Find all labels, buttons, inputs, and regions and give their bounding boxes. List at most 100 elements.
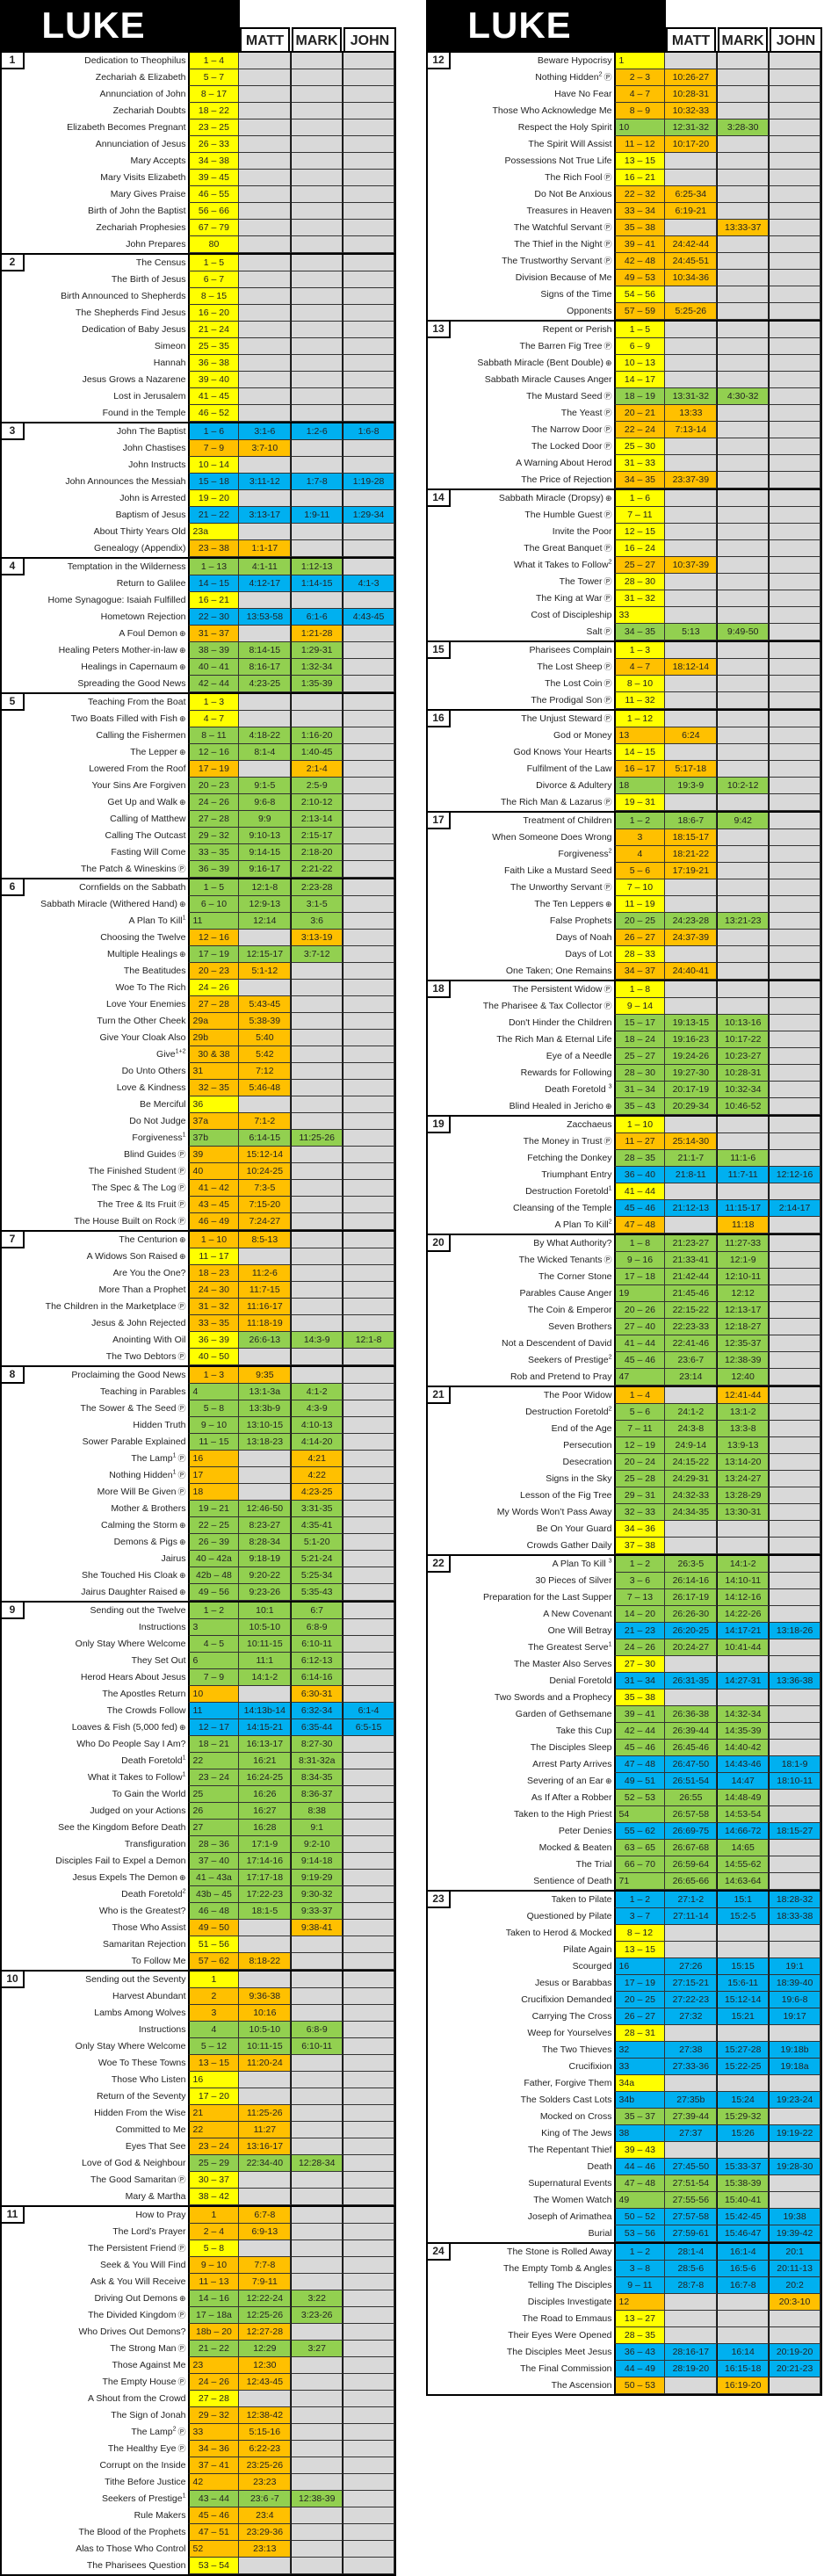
passage-row[interactable]: The Barren Fig Tree Ⓟ 6 – 9	[428, 338, 821, 355]
passage-row[interactable]: Death Foretold 3 31 – 34 20:17-19 10:32-34	[428, 1082, 821, 1098]
passage-row[interactable]: The Persistent Widow Ⓟ 1 – 8	[428, 981, 821, 998]
passage-row[interactable]: Love & Kindness 32 – 35 5:46-48	[2, 1080, 395, 1096]
passage-row[interactable]: The Lepper ⊕ 12 – 16 8:1-4 1:40-45	[2, 744, 395, 761]
passage-row[interactable]: Eyes That See 23 – 24 13:16-17	[2, 2138, 395, 2155]
passage-row[interactable]: Love Your Enemies 27 – 28 5:43-45	[2, 996, 395, 1013]
passage-row[interactable]: The Ten Leppers ⊕ 11 – 19	[428, 896, 821, 913]
passage-row[interactable]: Seek & You Will Find 9 – 10 7:7-8	[2, 2257, 395, 2274]
passage-row[interactable]: The Centurion ⊕ 1 – 10 8:5-13	[2, 1232, 395, 1248]
passage-row[interactable]: Jairus Daughter Raised ⊕ 49 – 56 9:23-26 5:3…	[2, 1584, 395, 1601]
passage-row[interactable]: John Announces the Messiah 15 – 18 3:11-12…	[2, 474, 395, 490]
passage-row[interactable]: Mary Visits Elizabeth 39 – 45	[2, 170, 395, 186]
passage-row[interactable]: Be On Your Guard 34 – 36	[428, 1521, 821, 1538]
passage-row[interactable]: God Knows Your Hearts 14 – 15	[428, 744, 821, 761]
passage-row[interactable]: The Lord’s Prayer 2 – 4 6:9-13	[2, 2224, 395, 2240]
passage-row[interactable]: The Trial 66 – 70 26:59-64 14:55-62	[428, 1856, 821, 1873]
passage-row[interactable]: King of The Jews 38 27:37 15:26 19:19-22	[428, 2125, 820, 2142]
passage-row[interactable]: The Persistent Friend Ⓟ 5 – 8	[2, 2240, 395, 2257]
passage-row[interactable]: Demons & Pigs ⊕ 26 – 39 8:28-34 5:1-20	[2, 1534, 395, 1551]
passage-row[interactable]: Give1+2 30 & 38 5:42	[2, 1046, 395, 1063]
passage-row[interactable]: Garden of Gethsemane 39 – 41 26:36-38 14:32…	[428, 1706, 821, 1723]
passage-row[interactable]: Treasures in Heaven 33 – 34 6:19-21	[428, 203, 821, 220]
passage-row[interactable]: The Two Thieves 32 27:38 15:27-28 19:18b	[428, 2042, 820, 2059]
passage-row[interactable]: Anointing With Oil 36 – 39 26:6-13 14:3-9 12…	[2, 1332, 395, 1349]
passage-row[interactable]: Pharisees Complain 1 – 3	[428, 642, 821, 659]
passage-row[interactable]: Give Your Cloak Also 29b 5:40	[2, 1030, 394, 1046]
passage-row[interactable]: Who is the Greatest? 46 – 48 18:1-5 9:33-37	[2, 1903, 395, 1920]
passage-row[interactable]: The Beatitudes 20 – 23 5:1-12	[2, 963, 395, 980]
passage-row[interactable]: Zechariah & Elizabeth 5 – 7	[2, 69, 395, 86]
passage-row[interactable]: The Tree & Its Fruit Ⓟ 43 – 45 7:15-20	[2, 1197, 395, 1213]
passage-row[interactable]: Parables Cause Anger 19 21:45-46 12:12	[428, 1285, 820, 1302]
passage-row[interactable]: Signs of the Time 54 – 56	[428, 286, 821, 303]
passage-row[interactable]: The Rich Man & Eternal Life 18 – 24 19:16-…	[428, 1031, 821, 1048]
passage-row[interactable]: Committed to Me 22 11:27	[2, 2122, 394, 2138]
passage-row[interactable]: The Watchful Servant Ⓟ 35 – 38 13:33-37	[428, 220, 821, 236]
passage-row[interactable]: Persecution 12 – 19 24:9-14 13:9-13	[428, 1437, 821, 1454]
passage-row[interactable]: The Final Commission 44 – 49 28:19-20 16:15…	[428, 2361, 821, 2377]
passage-row[interactable]: Fulfilment of the Law 16 – 17 5:17-18	[428, 761, 821, 778]
passage-row[interactable]: Lowered From the Roof 17 – 19 2:1-4	[2, 761, 395, 778]
passage-row[interactable]: The Master Also Serves 27 – 30	[428, 1656, 821, 1673]
passage-row[interactable]: The Lamp2 Ⓟ 33 5:15-16	[2, 2424, 394, 2441]
passage-row[interactable]: Nothing Hidden2 Ⓟ 2 – 3 10:26-27	[428, 69, 821, 86]
passage-row[interactable]: Crucifixion 33 27:33-36 15:22-25 19:18a	[428, 2059, 820, 2075]
passage-row[interactable]: Judged on your Actions 26 16:27 8:38	[2, 1803, 394, 1820]
passage-row[interactable]: Rule Makers 45 – 46 23:4	[2, 2507, 395, 2524]
passage-row[interactable]: A Foul Demon ⊕ 31 – 37 1:21-28	[2, 626, 395, 642]
passage-row[interactable]: Tithe Before Justice 42 23:23	[2, 2474, 394, 2491]
passage-row[interactable]: Those Against Me 23 12:30	[2, 2357, 394, 2374]
passage-row[interactable]: Lost in Jerusalem 41 – 45	[2, 388, 395, 405]
passage-row[interactable]: Those Who Assist 49 – 50 9:38-41	[2, 1920, 395, 1936]
passage-row[interactable]: The Prodigal Son Ⓟ 11 – 32	[428, 692, 821, 709]
passage-row[interactable]: Cost of Discipleship 33	[428, 607, 820, 624]
passage-row[interactable]: The Spirit Will Assist 11 – 12 10:17-20	[428, 136, 821, 153]
passage-row[interactable]: God or Money 13 6:24	[428, 727, 820, 744]
passage-row[interactable]: The Lamp1 Ⓟ 16 4:21	[2, 1451, 394, 1467]
passage-row[interactable]: Peter Denies 55 – 62 26:69-75 14:66-72 18:15…	[428, 1823, 821, 1840]
passage-row[interactable]: The Apostles Return 10 6:30-31	[2, 1686, 394, 1703]
passage-row[interactable]: The Great Banquet Ⓟ 16 – 24	[428, 540, 821, 557]
passage-row[interactable]: Supernatural Events 47 – 48 27:51-54 15:38-…	[428, 2175, 821, 2192]
passage-row[interactable]: The Narrow Door Ⓟ 22 – 24 7:13-14	[428, 422, 821, 438]
passage-row[interactable]: The Locked Door Ⓟ 25 – 30	[428, 438, 821, 455]
passage-row[interactable]: The Pharisee & Tax Collector Ⓟ 9 – 14	[428, 998, 821, 1015]
passage-row[interactable]: Jairus 40 – 42a 9:18-19 5:21-24	[2, 1551, 395, 1567]
passage-row[interactable]: Jesus Expels The Demon ⊕ 41 – 43a 17:17-18 9…	[2, 1870, 395, 1886]
passage-row[interactable]: Do Not Be Anxious 22 – 32 6:25-34	[428, 186, 821, 203]
passage-row[interactable]: The Trustworthy Servant Ⓟ 42 – 48 24:45-51	[428, 253, 821, 270]
passage-row[interactable]: Return to Galilee 14 – 15 4:12-17 1:14-15 4:…	[2, 575, 395, 592]
passage-row[interactable]: See the Kingdom Before Death 27 16:28 9:1	[2, 1820, 394, 1836]
passage-row[interactable]: The Rich Fool Ⓟ 16 – 21	[428, 170, 821, 186]
passage-row[interactable]: Possessions Not True Life 13 – 15	[428, 153, 821, 170]
passage-row[interactable]: More Will Be Given Ⓟ 18 4:23-25	[2, 1484, 394, 1501]
passage-row[interactable]: Mary Accepts 34 – 38	[2, 153, 395, 170]
passage-row[interactable]: Hannah 36 – 38	[2, 355, 395, 372]
passage-row[interactable]: Woe To The Rich 24 – 26	[2, 980, 395, 996]
passage-row[interactable]: By What Authority? 1 – 8 21:23-27 11:27-33	[428, 1235, 821, 1252]
passage-row[interactable]: Blind Healed in Jericho ⊕ 35 – 43 20:29-34 1…	[428, 1098, 821, 1115]
passage-row[interactable]: Seekers of Prestige1 43 – 44 23:6 -7 12:38-…	[2, 2491, 395, 2507]
passage-row[interactable]: The Healthy Eye Ⓟ 34 – 36 6:22-23	[2, 2441, 395, 2457]
passage-row[interactable]: Seven Brothers 27 – 40 22:23-33 12:18-27	[428, 1319, 821, 1335]
passage-row[interactable]: Severing of an Ear ⊕ 49 – 51 26:51-54 14:47 1…	[428, 1773, 821, 1790]
passage-row[interactable]: Desecration 20 – 24 24:15-22 13:14-20	[428, 1454, 821, 1471]
passage-row[interactable]: Faith Like a Mustard Seed 5 – 6 17:19-21	[428, 863, 821, 879]
passage-row[interactable]: Death Foretold2 43b – 45 17:22-23 9:30-32	[2, 1886, 395, 1903]
passage-row[interactable]: Crowds Gather Daily 37 – 38	[428, 1538, 821, 1554]
passage-row[interactable]: The Empty House Ⓟ 24 – 26 12:43-45	[2, 2374, 395, 2391]
passage-row[interactable]: A Shout from the Crowd 27 – 28	[2, 2391, 395, 2407]
passage-row[interactable]: Eye of a Needle 25 – 27 19:24-26 10:23-27	[428, 1048, 821, 1065]
passage-row[interactable]: Instructions 3 10:5-10 6:8-9	[2, 1619, 394, 1636]
passage-row[interactable]: Father, Forgive Them 34a	[428, 2075, 820, 2092]
passage-row[interactable]: The Sign of Jonah 29 – 32 12:38-42	[2, 2407, 395, 2424]
passage-row[interactable]: Your Sins Are Forgiven 20 – 23 9:1-5 2:5-9	[2, 778, 395, 794]
passage-row[interactable]: Scourged 16 27:26 15:15 19:1	[428, 1958, 820, 1975]
passage-row[interactable]: The Spec & The Log Ⓟ 41 – 42 7:3-5	[2, 1180, 395, 1197]
passage-row[interactable]: Destruction Foretold1 41 – 44	[428, 1183, 821, 1200]
passage-row[interactable]: Arrest Party Arrives 47 – 48 26:47-50 14:43…	[428, 1756, 821, 1773]
passage-row[interactable]: The Wicked Tenants Ⓟ 9 – 16 21:33-41 12:1-9	[428, 1252, 821, 1269]
passage-row[interactable]: Preparation for the Last Supper 7 – 13 26:…	[428, 1589, 821, 1606]
passage-row[interactable]: More Than a Prophet 24 – 30 11:7-15	[2, 1282, 395, 1299]
